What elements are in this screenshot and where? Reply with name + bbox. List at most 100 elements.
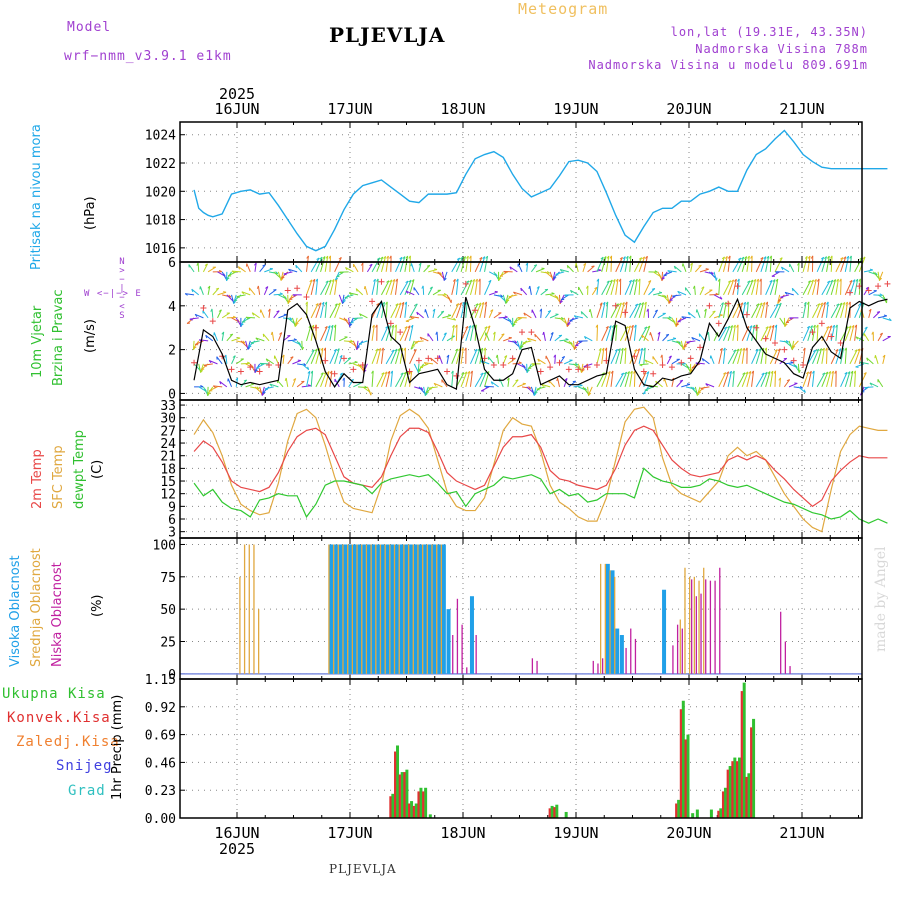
- wind-arrow: [231, 355, 236, 365]
- wind-arrow-head: [307, 384, 311, 387]
- y-tick-label: 0.69: [145, 729, 176, 744]
- wind-arrow-head: [879, 332, 883, 336]
- wind-arrow: [737, 278, 740, 295]
- wind-arrow: [479, 302, 485, 318]
- wind-arrow-head: [734, 278, 737, 282]
- wind-arrow: [751, 370, 755, 387]
- wind-arrow: [675, 317, 678, 327]
- wind-arrow-head: [481, 301, 485, 305]
- wind-arrow-head: [435, 331, 438, 335]
- wind-arrow-head: [812, 349, 817, 352]
- wind-arrow: [455, 302, 463, 319]
- wind-arrow: [488, 309, 494, 319]
- wind-arrow: [882, 355, 886, 364]
- wind-arrow: [226, 333, 234, 342]
- wind-arrow: [858, 326, 868, 342]
- wind-arrow: [840, 326, 849, 342]
- wind-arrow: [705, 383, 715, 388]
- wind-arrow-head: [627, 371, 630, 374]
- wind-arrow: [755, 278, 759, 295]
- wind-arrow-head: [429, 286, 433, 289]
- wind-arrow: [812, 348, 820, 365]
- wind-arrow-head: [290, 356, 294, 359]
- high-cloud-bar: [362, 544, 367, 674]
- wind-arrow-head: [256, 285, 259, 289]
- wind-arrow-head: [756, 278, 759, 282]
- wind-arrow: [624, 325, 632, 342]
- total-precip-bar: [733, 757, 737, 818]
- conv-precip-bar: [736, 761, 739, 818]
- wind-arrow-head: [394, 348, 398, 352]
- wind-arrow-head: [617, 348, 621, 352]
- wind-arrow: [554, 294, 561, 303]
- wind-arrow: [596, 302, 603, 319]
- wind-arrow: [619, 326, 629, 342]
- wind-arrow: [629, 370, 633, 387]
- wind-arrow: [566, 317, 570, 327]
- wind-arrow: [826, 279, 834, 296]
- wind-arrow: [502, 355, 508, 365]
- wind-arrow-head: [843, 256, 847, 260]
- wind-arrow: [615, 372, 625, 388]
- wind-arrow: [872, 271, 880, 280]
- wind-arrow-head: [254, 262, 257, 266]
- wind-arrow-head: [720, 347, 723, 351]
- wind-arrow-head: [807, 280, 811, 283]
- wind-arrow-head: [426, 264, 431, 267]
- wind-gust-marker: [809, 329, 816, 336]
- wind-arrow: [568, 340, 575, 349]
- wind-arrow-head: [246, 361, 251, 364]
- wind-arrow-head: [874, 355, 876, 359]
- wind-arrow-head: [294, 324, 298, 327]
- wind-arrow-head: [835, 324, 838, 328]
- wind-arrow: [226, 294, 234, 302]
- wind-arrow: [610, 370, 614, 387]
- wind-arrow: [534, 333, 542, 342]
- wind-arrow: [605, 325, 612, 342]
- wind-arrow-head: [251, 312, 255, 316]
- wind-arrow-head: [385, 301, 388, 305]
- wind-arrow-head: [203, 364, 207, 367]
- wind-arrow: [193, 363, 201, 371]
- wind-arrow: [273, 271, 281, 279]
- wind-arrow: [371, 324, 375, 341]
- wind-arrow: [320, 302, 325, 318]
- wind-arrow: [418, 386, 426, 394]
- wind-arrow: [306, 325, 312, 341]
- wind-arrow: [777, 294, 781, 304]
- total-precip-bar: [742, 682, 746, 818]
- wind-arrow-head: [326, 370, 330, 374]
- wind-arrow-head: [325, 255, 329, 259]
- wind-arrow-head: [292, 294, 296, 297]
- wind-arrow: [727, 371, 732, 387]
- wind-arrow-head: [777, 301, 781, 304]
- wind-arrow: [521, 386, 531, 389]
- wind-arrow-head: [863, 372, 867, 375]
- wind-arrow: [605, 371, 611, 387]
- wind-arrow: [200, 363, 204, 373]
- wind-arrow: [788, 340, 793, 350]
- wind-arrow: [699, 268, 709, 273]
- wind-arrow: [217, 309, 222, 319]
- wind-arrow-head: [820, 256, 824, 260]
- wind-arrow: [769, 303, 779, 319]
- wind-arrow-head: [287, 300, 291, 304]
- wind-arrow-head: [583, 262, 587, 266]
- wind-arrow: [221, 271, 227, 280]
- wind-arrow: [423, 386, 426, 396]
- y-tick-label: 0.46: [145, 756, 176, 771]
- total-precip-bar: [719, 808, 723, 818]
- wind-arrow: [624, 280, 633, 296]
- wind-arrow-head: [654, 270, 658, 273]
- wind-arrow-head: [784, 323, 788, 327]
- y-tick-label: 1020: [145, 185, 176, 200]
- wind-arrow: [695, 362, 705, 365]
- wind-arrow: [643, 301, 647, 318]
- conv-precip-bar: [726, 769, 729, 818]
- wind-arrow-head: [248, 287, 251, 291]
- wind-arrow-head: [303, 363, 307, 366]
- wind-arrow: [385, 301, 388, 318]
- wind-arrow: [863, 269, 873, 273]
- wind-arrow-head: [443, 292, 447, 296]
